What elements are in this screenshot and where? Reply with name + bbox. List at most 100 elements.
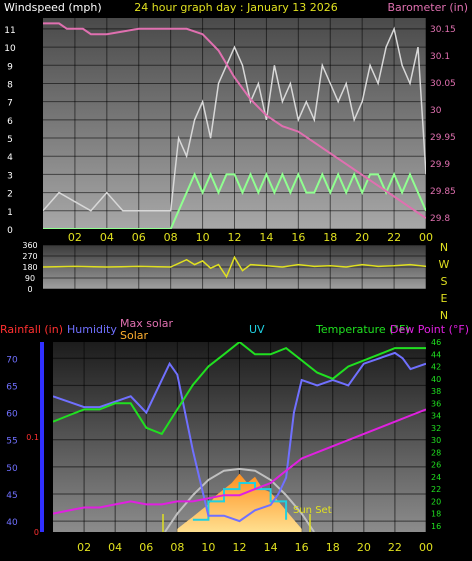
wind-direction-axis-ticks: 0 90 180 270 360 <box>22 241 37 294</box>
windspeed-tick-6: 6 <box>7 117 13 127</box>
wind-speed-line <box>43 171 426 229</box>
windspeed-axis-ticks: 0 1 2 3 4 5 6 7 8 9 10 11 <box>4 26 16 236</box>
windspeed-tick-8: 8 <box>7 80 13 90</box>
direction-tick-0: 0 <box>27 285 32 294</box>
temperature-tick-22: 22 <box>431 485 441 494</box>
th-x-tick-08: 08 <box>170 541 184 554</box>
wind-baro-series <box>43 22 426 229</box>
compass-label-0: N <box>440 241 448 254</box>
th-x-tick-00: 00 <box>419 541 433 554</box>
uv-line <box>192 482 288 521</box>
humidity-tick-45: 45 <box>6 491 17 501</box>
temperature-tick-42: 42 <box>431 363 441 372</box>
legend-temperature: Temperature (°F) <box>315 323 410 336</box>
th-x-tick-12: 12 <box>233 541 247 554</box>
sunset-annotation: Sun Set <box>293 505 332 516</box>
chart-title: 24 hour graph day : January 13 2026 <box>134 1 338 14</box>
x-tick-08: 08 <box>164 231 178 244</box>
humidity-tick-70: 70 <box>6 355 18 365</box>
x-tick-06: 06 <box>132 231 146 244</box>
humidity-tick-65: 65 <box>6 382 17 392</box>
temp-humidity-grid <box>53 342 427 532</box>
barometer-axis-label: Barometer (in) <box>388 1 469 14</box>
compass-label-2: S <box>441 275 448 288</box>
rainfall-axis-ticks: 00.1 <box>26 433 39 537</box>
barometer-tick-30.05: 30.05 <box>430 79 456 89</box>
rainfall-tick-0.1: 0.1 <box>26 433 39 442</box>
x-tick-20: 20 <box>355 231 369 244</box>
direction-tick-270: 270 <box>22 252 37 261</box>
barometer-tick-29.95: 29.95 <box>430 133 456 143</box>
legend-dew-point: Dew Point (°F) <box>390 323 469 336</box>
temp-humidity-series <box>53 342 426 532</box>
dew-point-line <box>53 408 426 515</box>
temperature-tick-18: 18 <box>431 510 441 519</box>
humidity-axis-ticks: 40 45 50 55 60 65 70 <box>6 355 18 528</box>
compass-label-4: N <box>440 309 448 322</box>
barometer-tick-30.15: 30.15 <box>430 25 456 35</box>
temperature-tick-16: 16 <box>431 522 441 531</box>
x-tick-02: 02 <box>68 231 82 244</box>
temperature-axis-ticks: 16 18 20 22 24 26 28 30 32 34 36 38 40 42 44 46 <box>431 338 441 531</box>
temperature-tick-36: 36 <box>431 399 441 408</box>
temperature-tick-40: 40 <box>431 375 441 384</box>
direction-tick-360: 360 <box>22 241 37 250</box>
legend-humidity: Humidity <box>67 323 117 336</box>
barometer-tick-29.9: 29.9 <box>430 160 450 170</box>
th-x-tick-06: 06 <box>139 541 153 554</box>
windspeed-tick-9: 9 <box>7 62 13 72</box>
wind-direction-line <box>43 255 426 279</box>
th-x-tick-02: 02 <box>77 541 91 554</box>
barometer-tick-29.85: 29.85 <box>430 187 456 197</box>
temperature-tick-28: 28 <box>431 448 441 457</box>
x-tick-04: 04 <box>100 231 114 244</box>
th-x-tick-20: 20 <box>357 541 371 554</box>
compass-label-3: E <box>441 292 448 305</box>
windspeed-axis-label: Windspeed (mph) <box>4 1 102 14</box>
temp-humidity-x-ticks: 02 04 06 08 10 12 14 16 18 20 22 00 <box>77 541 433 554</box>
windspeed-tick-4: 4 <box>7 153 13 163</box>
barometer-tick-30.1: 30.1 <box>430 52 450 62</box>
temperature-tick-26: 26 <box>431 461 441 470</box>
x-tick-16: 16 <box>291 231 305 244</box>
windspeed-tick-0: 0 <box>7 226 13 236</box>
th-x-tick-10: 10 <box>201 541 215 554</box>
temperature-tick-32: 32 <box>431 424 441 433</box>
barometer-tick-29.8: 29.8 <box>430 214 450 224</box>
legend-uv: UV <box>249 323 265 336</box>
temperature-tick-30: 30 <box>431 436 441 445</box>
temperature-tick-20: 20 <box>431 497 441 506</box>
temperature-tick-38: 38 <box>431 387 441 396</box>
x-tick-22: 22 <box>387 231 401 244</box>
direction-tick-90: 90 <box>25 274 35 283</box>
windspeed-tick-3: 3 <box>7 171 13 181</box>
temperature-tick-44: 44 <box>431 350 441 359</box>
x-tick-00: 00 <box>419 231 433 244</box>
rainfall-tick-0: 0 <box>34 528 39 537</box>
x-tick-10: 10 <box>196 231 210 244</box>
temperature-tick-46: 46 <box>431 338 441 347</box>
barometer-tick-30: 30 <box>430 106 442 116</box>
humidity-line <box>53 351 426 523</box>
th-x-tick-14: 14 <box>264 541 278 554</box>
barometer-line <box>43 22 426 220</box>
windspeed-tick-5: 5 <box>7 135 13 145</box>
windspeed-tick-11: 11 <box>4 26 15 36</box>
legend-max-solar: Max solar <box>120 317 173 330</box>
direction-tick-180: 180 <box>22 263 37 272</box>
humidity-tick-50: 50 <box>6 464 18 474</box>
x-tick-14: 14 <box>259 231 273 244</box>
legend-rainfall: Rainfall (in) <box>0 323 63 336</box>
barometer-axis-ticks: 29.8 29.85 29.9 29.95 30 30.05 30.1 30.15 <box>430 25 456 224</box>
temperature-line <box>53 342 426 436</box>
windspeed-tick-10: 10 <box>4 44 16 54</box>
windspeed-tick-1: 1 <box>7 208 13 218</box>
th-x-tick-16: 16 <box>295 541 309 554</box>
th-x-tick-04: 04 <box>108 541 122 554</box>
temperature-tick-34: 34 <box>431 412 441 421</box>
rainfall-axis-bar <box>40 342 44 532</box>
x-tick-12: 12 <box>228 231 242 244</box>
windspeed-tick-2: 2 <box>7 190 13 200</box>
